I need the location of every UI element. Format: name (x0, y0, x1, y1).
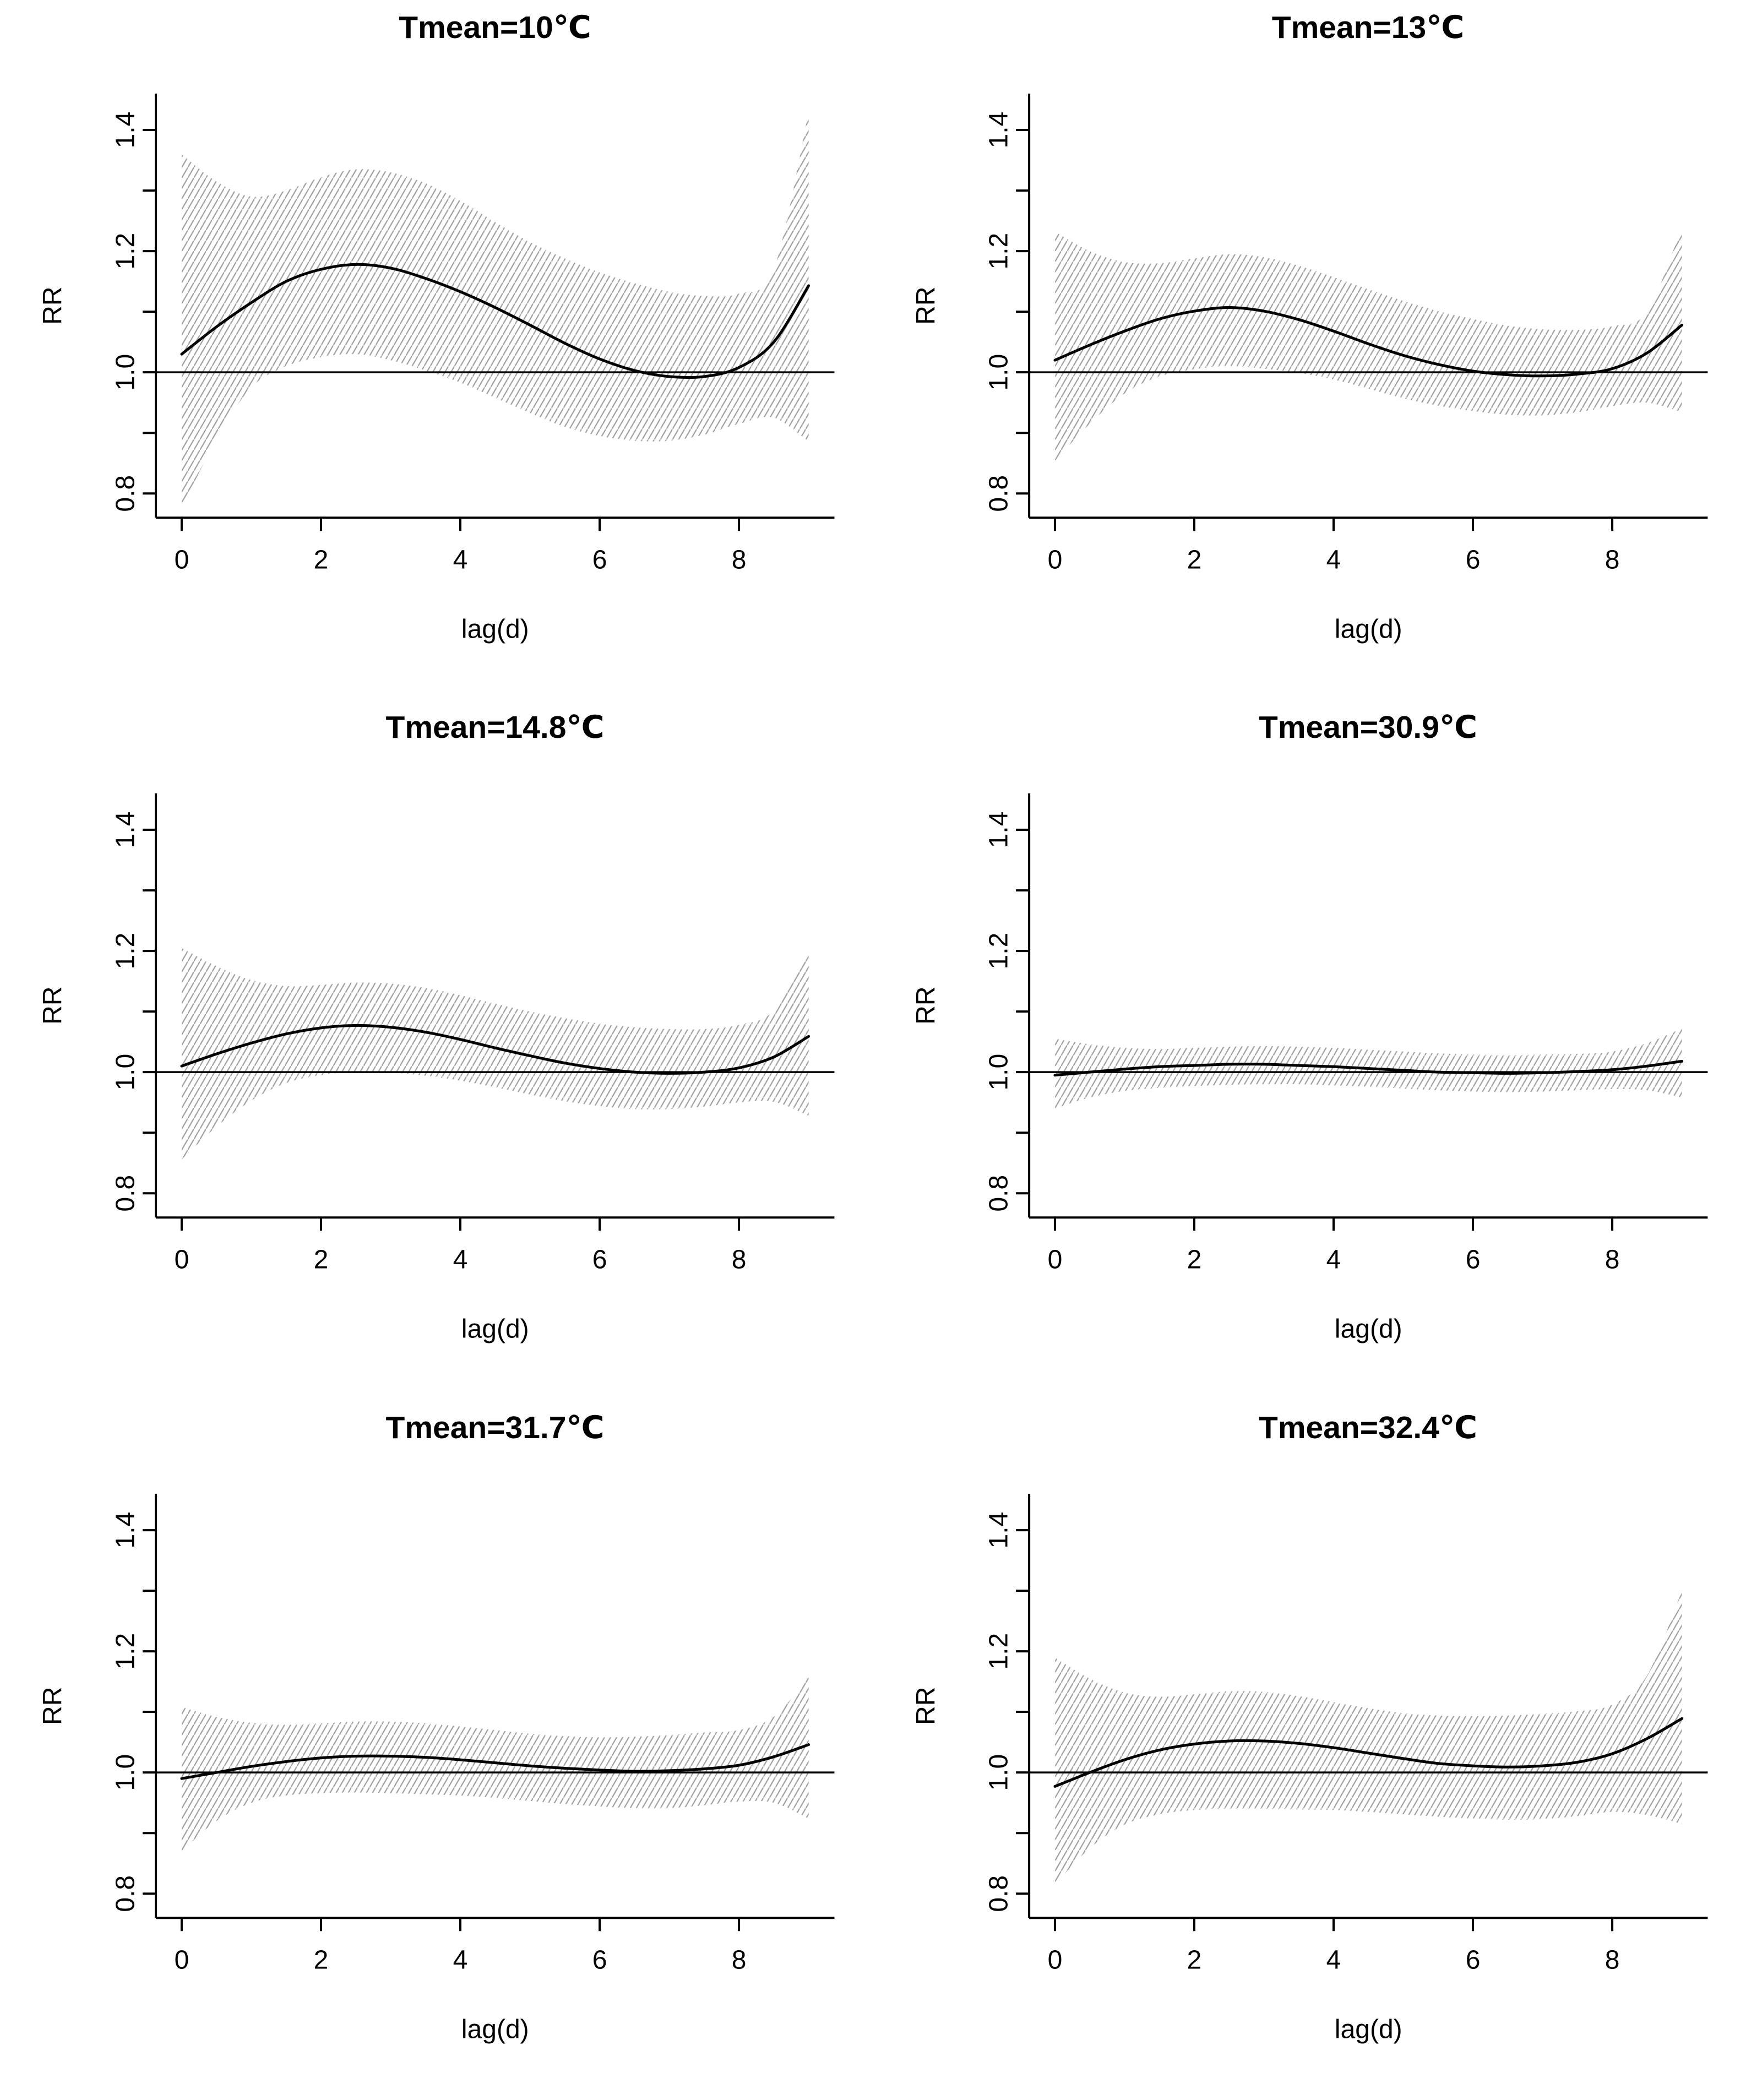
x-tick-label: 2 (314, 1245, 329, 1275)
y-axis-label: RR (39, 1686, 68, 1724)
x-tick-label: 2 (1187, 1245, 1201, 1275)
y-tick-label: 1.4 (984, 1511, 1013, 1548)
panel-title: Tmean=10℃ (399, 10, 591, 45)
x-axis-label: lag(d) (461, 1315, 529, 1344)
x-tick-label: 4 (453, 1245, 468, 1275)
x-axis-label: lag(d) (1334, 614, 1402, 644)
y-tick-label: 1.0 (111, 354, 140, 391)
y-tick-label: 1.2 (111, 933, 140, 970)
x-tick-label: 4 (1326, 1245, 1341, 1275)
x-tick-label: 2 (1187, 545, 1201, 574)
x-tick-label: 6 (592, 1245, 607, 1275)
x-tick-label: 0 (175, 545, 189, 574)
confidence-band (181, 948, 809, 1160)
panel-tmean-30-9c: Tmean=30.9℃ 0.8 1.0 1.2 1.4 0 2 4 6 8 RR lag(d) (873, 700, 1746, 1400)
y-axis-label: RR (911, 987, 940, 1025)
x-axis-label: lag(d) (461, 614, 529, 644)
lag-response-plot: 0.8 1.0 1.2 1.4 0 2 4 6 8 RR lag(d) (911, 94, 1707, 644)
confidence-band (1054, 1590, 1682, 1885)
y-tick-label: 0.8 (984, 1875, 1013, 1912)
rr-curve (180, 263, 811, 379)
lag-response-plot: 0.8 1.0 1.2 1.4 0 2 4 6 8 RR lag(d) (911, 1493, 1707, 2044)
lag-response-plot: 0.8 1.0 1.2 1.4 0 2 4 6 8 RR lag(d) (39, 1493, 835, 2044)
x-tick-label: 2 (314, 1945, 329, 1974)
y-axis-label: RR (39, 987, 68, 1025)
x-tick-label: 8 (732, 1245, 747, 1275)
x-axis-label: lag(d) (461, 2015, 529, 2044)
x-tick-label: 6 (1465, 1945, 1480, 1974)
y-tick-label: 1.2 (984, 1633, 1013, 1669)
rr-curve (180, 1024, 811, 1075)
x-tick-label: 8 (732, 545, 747, 574)
y-tick-label: 1.0 (984, 1054, 1013, 1091)
y-tick-label: 1.4 (111, 812, 140, 848)
x-tick-label: 6 (592, 545, 607, 574)
x-tick-label: 4 (1326, 1945, 1341, 1974)
x-tick-label: 4 (453, 1945, 468, 1974)
x-tick-label: 8 (1604, 545, 1619, 574)
panel-tmean-13c: Tmean=13℃ 0.8 1.0 1.2 1.4 0 2 4 6 8 RR lag(d) (873, 0, 1746, 700)
rr-curve (1053, 1717, 1683, 1788)
x-tick-label: 8 (1604, 1245, 1619, 1275)
y-tick-label: 1.0 (984, 354, 1013, 391)
x-tick-label: 0 (175, 1945, 189, 1974)
rr-curve (1053, 1060, 1683, 1077)
x-tick-label: 8 (1604, 1945, 1619, 1974)
panel-tmean-32-4c: Tmean=32.4℃ 0.8 1.0 1.2 1.4 0 2 4 6 8 RR lag(d) (873, 1400, 1746, 2100)
x-tick-label: 2 (1187, 1945, 1201, 1974)
x-axis-label: lag(d) (1334, 1315, 1402, 1344)
lag-response-plot: 0.8 1.0 1.2 1.4 0 2 4 6 8 RR lag(d) (39, 94, 835, 644)
panel-title: Tmean=14.8℃ (385, 710, 605, 746)
x-tick-label: 0 (1047, 545, 1062, 574)
panel-tmean-31-7c: Tmean=31.7℃ 0.8 1.0 1.2 1.4 0 2 4 6 8 RR lag(d) (0, 1400, 873, 2100)
x-tick-label: 6 (1465, 545, 1480, 574)
y-tick-label: 1.2 (111, 233, 140, 270)
y-tick-label: 0.8 (984, 1175, 1013, 1212)
panel-tmean-14-8c: Tmean=14.8℃ 0.8 1.0 1.2 1.4 0 2 4 6 8 RR lag(d) (0, 700, 873, 1400)
x-tick-label: 6 (1465, 1245, 1480, 1275)
x-tick-label: 4 (453, 545, 468, 574)
y-tick-label: 1.2 (984, 233, 1013, 270)
x-tick-label: 2 (314, 545, 329, 574)
y-axis-label: RR (911, 286, 940, 324)
panel-title: Tmean=30.9℃ (1259, 710, 1477, 746)
y-tick-label: 1.4 (984, 812, 1013, 848)
y-tick-label: 1.2 (984, 933, 1013, 970)
y-tick-label: 0.8 (984, 475, 1013, 512)
x-tick-label: 8 (732, 1945, 747, 1974)
rr-curve (180, 1743, 811, 1780)
x-axis-label: lag(d) (1334, 2015, 1402, 2044)
panel-title: Tmean=31.7℃ (385, 1410, 605, 1445)
x-tick-label: 4 (1326, 545, 1341, 574)
y-axis-label: RR (39, 286, 68, 324)
y-tick-label: 1.0 (111, 1754, 140, 1791)
y-tick-label: 1.2 (111, 1633, 140, 1669)
x-tick-label: 0 (1047, 1245, 1062, 1275)
y-tick-label: 0.8 (111, 475, 140, 512)
y-tick-label: 0.8 (111, 1175, 140, 1212)
y-tick-label: 1.0 (111, 1054, 140, 1091)
y-tick-label: 1.4 (984, 112, 1013, 149)
x-tick-label: 6 (592, 1945, 607, 1974)
y-tick-label: 1.0 (984, 1754, 1013, 1791)
lag-response-plot: 0.8 1.0 1.2 1.4 0 2 4 6 8 RR lag(d) (911, 793, 1707, 1344)
rr-curve (1053, 306, 1683, 378)
x-tick-label: 0 (175, 1245, 189, 1275)
y-tick-label: 1.4 (111, 112, 140, 149)
y-tick-label: 1.4 (111, 1511, 140, 1548)
panel-tmean-10c: Tmean=10℃ 0.8 1.0 1.2 1.4 0 2 4 6 8 RR lag(d) (0, 0, 873, 700)
x-tick-label: 0 (1047, 1945, 1062, 1974)
confidence-band (181, 112, 809, 509)
y-tick-label: 0.8 (111, 1875, 140, 1912)
panel-title: Tmean=13℃ (1271, 10, 1465, 45)
panel-title: Tmean=32.4℃ (1259, 1410, 1477, 1445)
confidence-band (181, 1677, 809, 1851)
lag-response-plot: 0.8 1.0 1.2 1.4 0 2 4 6 8 RR lag(d) (39, 793, 835, 1344)
y-axis-label: RR (911, 1686, 940, 1724)
